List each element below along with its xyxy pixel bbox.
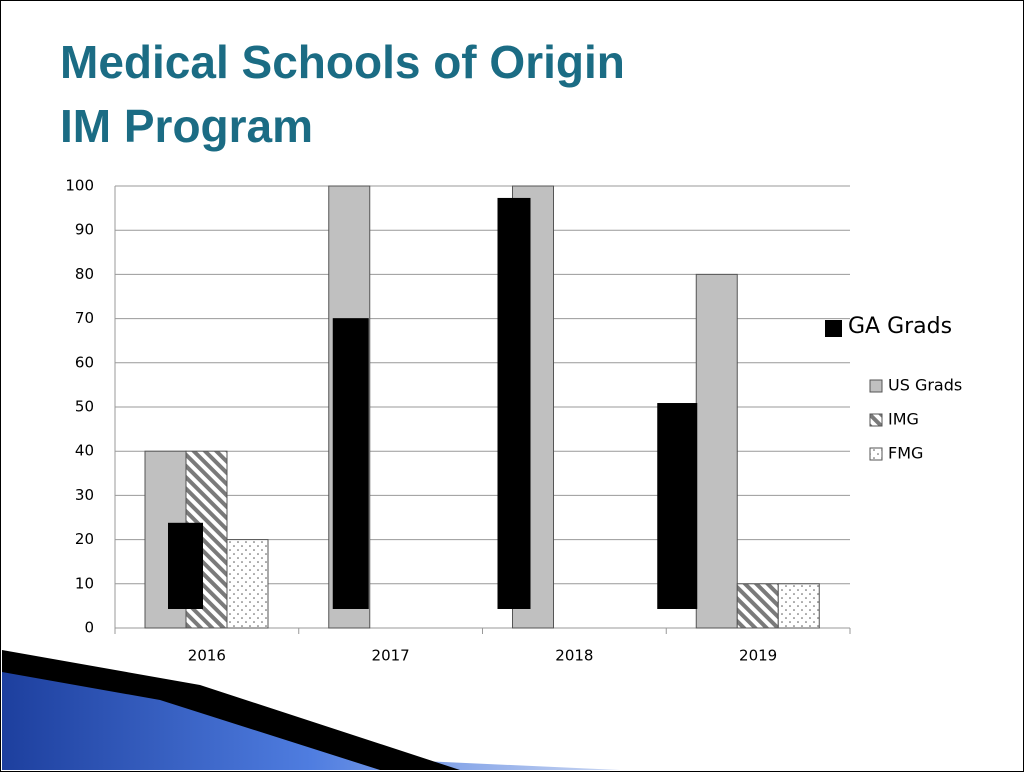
legend-label: US Grads xyxy=(888,376,962,395)
y-tick-label: 50 xyxy=(75,398,94,416)
x-tick-label: 2018 xyxy=(555,647,593,665)
title-line: Medical Schools of Origin xyxy=(60,36,625,88)
y-tick-label: 90 xyxy=(75,221,94,239)
overlay-bar xyxy=(497,197,531,609)
bar xyxy=(736,583,779,629)
swoosh-dark xyxy=(2,650,460,770)
y-tick-label: 0 xyxy=(84,619,94,637)
legend-swatch xyxy=(869,379,883,393)
y-tick-label: 70 xyxy=(75,309,94,327)
legend-swatch xyxy=(869,447,883,461)
x-tick-label: 2016 xyxy=(188,647,226,665)
y-tick-label: 100 xyxy=(65,177,94,195)
x-tick-label: 2017 xyxy=(372,647,410,665)
plot: 0 10 20 30 40 50 60 70 80 90 100 2016 2017 2018 2019 GA… xyxy=(65,177,962,665)
y-tick-label: 80 xyxy=(75,265,94,283)
bar xyxy=(226,539,269,629)
legend-label: GA Grads xyxy=(848,314,952,339)
bar xyxy=(777,583,820,629)
overlay-bar xyxy=(168,522,203,609)
legend-swatch xyxy=(869,413,883,427)
overlay-bar xyxy=(332,318,369,609)
y-tick-label: 60 xyxy=(75,353,94,371)
y-tick-label: 30 xyxy=(75,486,94,504)
y-tick-label: 10 xyxy=(75,574,94,592)
legend-swatch xyxy=(825,320,842,337)
x-tick-label: 2019 xyxy=(739,647,777,665)
bar xyxy=(695,273,738,629)
overlay-bar xyxy=(657,403,698,609)
title-line: IM Program xyxy=(60,100,313,152)
y-tick-label: 40 xyxy=(75,442,94,460)
y-tick-label: 20 xyxy=(75,530,94,548)
swoosh xyxy=(2,652,620,770)
legend-label: IMG xyxy=(888,410,919,429)
legend-label: FMG xyxy=(888,444,923,463)
